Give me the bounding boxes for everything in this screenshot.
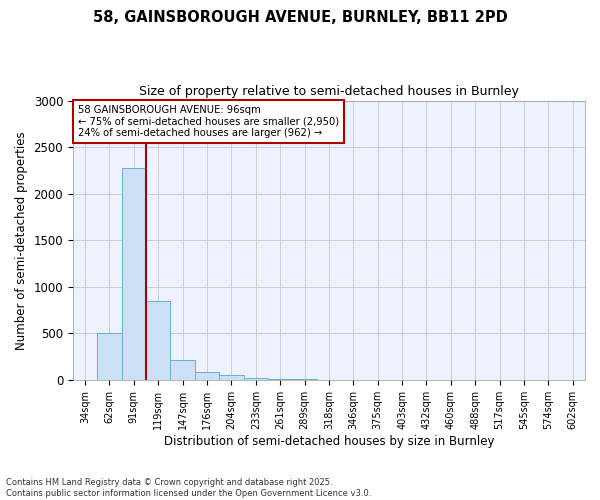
Bar [146, 300, 170, 380]
Bar [219, 374, 244, 380]
Bar [195, 372, 219, 380]
Text: 58 GAINSBOROUGH AVENUE: 96sqm
← 75% of semi-detached houses are smaller (2,950)
: 58 GAINSBOROUGH AVENUE: 96sqm ← 75% of s… [78, 104, 339, 138]
Bar [170, 360, 195, 380]
Y-axis label: Number of semi-detached properties: Number of semi-detached properties [15, 131, 28, 350]
Bar [268, 379, 292, 380]
Title: Size of property relative to semi-detached houses in Burnley: Size of property relative to semi-detach… [139, 85, 519, 98]
Bar [97, 334, 122, 380]
Bar [244, 378, 268, 380]
Text: 58, GAINSBOROUGH AVENUE, BURNLEY, BB11 2PD: 58, GAINSBOROUGH AVENUE, BURNLEY, BB11 2… [92, 10, 508, 25]
Text: Contains HM Land Registry data © Crown copyright and database right 2025.
Contai: Contains HM Land Registry data © Crown c… [6, 478, 371, 498]
X-axis label: Distribution of semi-detached houses by size in Burnley: Distribution of semi-detached houses by … [164, 434, 494, 448]
Bar [122, 168, 146, 380]
